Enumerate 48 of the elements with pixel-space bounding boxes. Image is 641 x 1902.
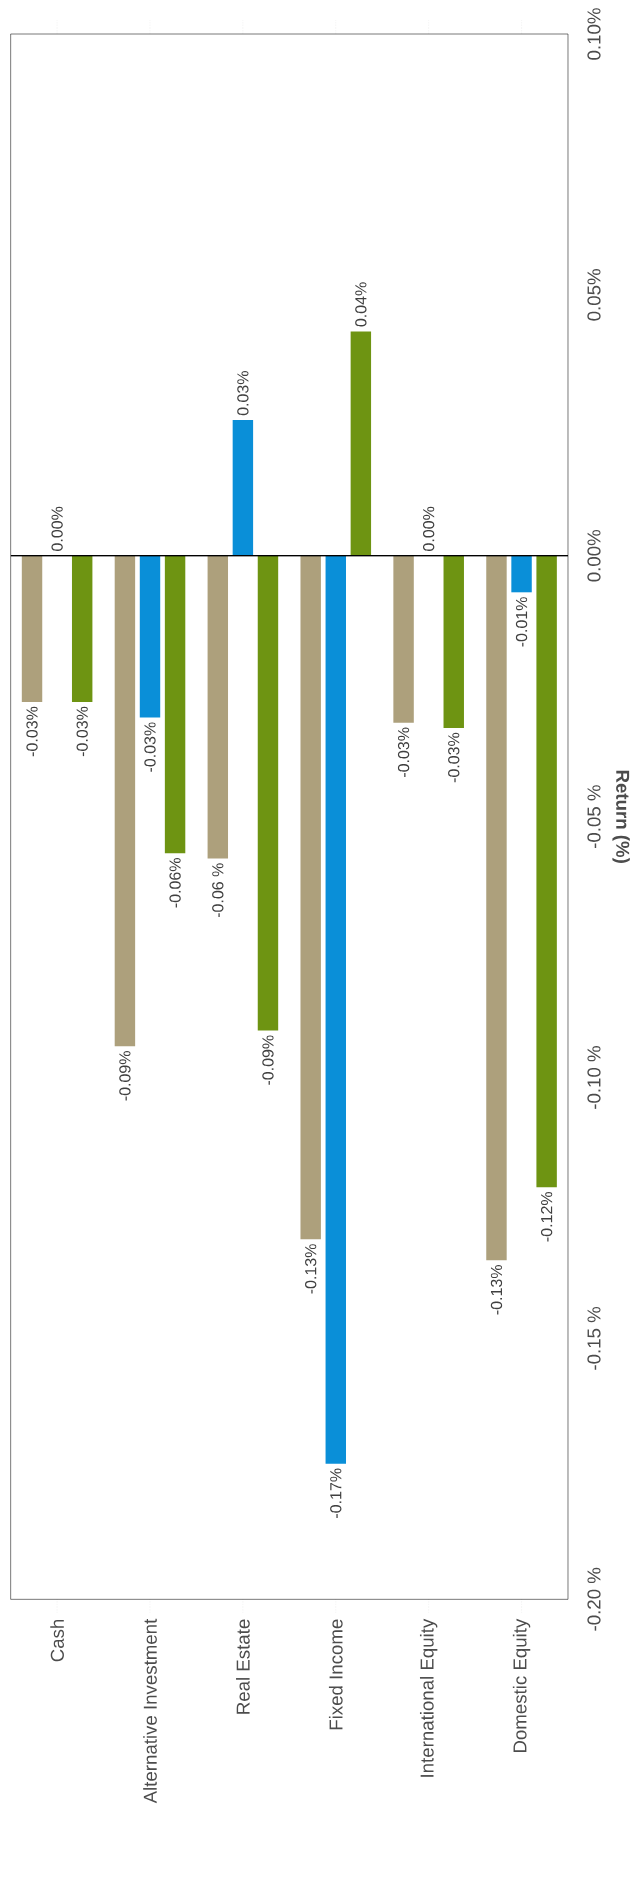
y-tick-label: 0.10% [587,8,601,60]
data-label: 0.00% [51,506,63,551]
x-tick-label: Fixed Income [328,1619,343,1730]
y-tick-label: 0.00% [587,529,601,582]
bar [350,331,371,556]
data-label: -0.03% [144,722,156,772]
data-label: -0.06% [169,858,181,908]
y-tick-label: -0.05 % [587,785,601,848]
y-tick-label: -0.15 % [587,1306,601,1370]
bar [325,555,346,1464]
data-label: -0.09% [262,1035,274,1085]
x-tick-label: Real Estate [235,1619,250,1714]
bar [511,555,532,593]
bar [393,555,414,723]
bar [114,555,135,1047]
bar [21,555,43,702]
data-label: -0.06 % [211,863,224,918]
y-tick-label: -0.20 % [587,1567,601,1631]
bar [536,555,557,1188]
data-label: 0.04% [355,282,367,327]
y-axis-title: Return (%) [612,770,630,863]
data-label: -0.03% [397,727,410,777]
data-label: -0.17% [329,1468,342,1518]
data-label: -0.12% [540,1191,553,1242]
bar [257,555,279,1031]
data-label: -0.09% [119,1051,131,1101]
bar [300,555,321,1240]
data-label: 0.00% [422,506,435,551]
x-tick-label: International Equity [419,1618,438,1777]
data-label: -0.03% [26,706,38,757]
bar [207,555,228,859]
data-label: -0.01% [515,597,528,647]
bar [164,555,186,854]
data-label: -0.13% [490,1265,502,1315]
data-label: -0.03% [447,732,460,783]
y-tick-label: 0.05% [587,269,601,321]
data-label: -0.13% [304,1244,317,1294]
bar [71,555,93,702]
data-label: 0.03% [237,371,249,416]
x-tick-label: Domestic Equity [512,1618,531,1753]
bar [443,555,464,728]
x-tick-label: Cash [50,1619,64,1662]
bar [139,555,161,718]
y-tick-label: -0.10 % [587,1046,601,1109]
x-tick-label: Alternative Investment [142,1618,157,1804]
data-label: -0.03% [76,706,88,757]
bar [232,420,253,556]
bar [486,555,507,1261]
